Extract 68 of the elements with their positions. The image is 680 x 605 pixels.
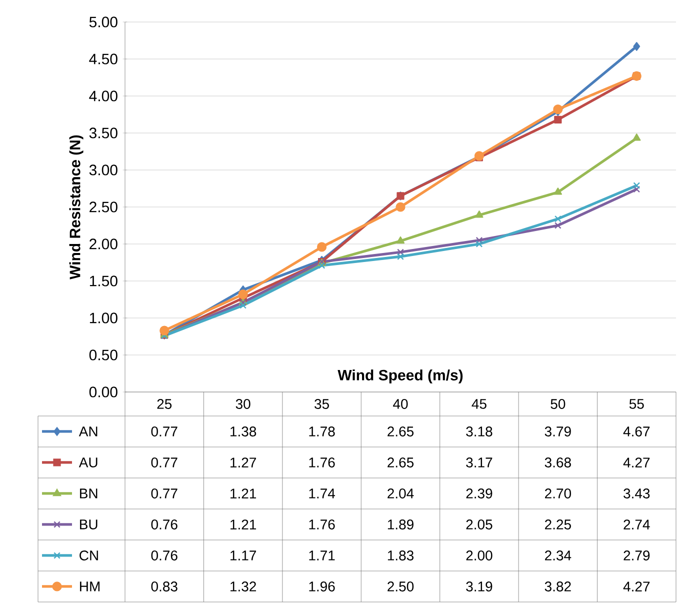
data-label: 0.83 <box>151 582 178 592</box>
y-axis-title: Wind Resistance (N) <box>69 135 84 280</box>
data-label: 0.77 <box>151 426 178 436</box>
data-label: 1.76 <box>309 520 335 530</box>
y-tick-label: 4.00 <box>89 90 118 102</box>
data-label: 2.65 <box>388 426 414 436</box>
x-axis-title: Wind Speed (m/s) <box>338 369 463 384</box>
data-label: 1.76 <box>309 458 335 468</box>
data-label: 2.70 <box>545 488 572 498</box>
data-label: 2.34 <box>545 550 572 560</box>
data-label: 3.82 <box>544 582 571 592</box>
data-label: 3.43 <box>624 488 650 498</box>
legend-label: CN <box>80 550 98 560</box>
x-tick-label: 45 <box>472 399 486 409</box>
data-label: 3.19 <box>466 582 492 592</box>
y-tick-label: 3.50 <box>89 128 118 138</box>
data-label: 1.17 <box>230 550 256 560</box>
data-label: 2.79 <box>624 550 650 560</box>
x-tick-label: 40 <box>393 399 408 409</box>
x-tick-label: 35 <box>314 399 329 409</box>
data-label: 1.83 <box>388 550 414 560</box>
data-label: 1.21 <box>230 520 256 530</box>
x-tick-label: 25 <box>157 399 172 409</box>
data-label: 4.27 <box>623 582 650 592</box>
data-label: 3.18 <box>466 426 492 436</box>
data-label: 1.32 <box>230 582 256 592</box>
legend-label: HM <box>80 582 100 592</box>
data-label: 1.38 <box>230 426 256 436</box>
y-tick-label: 5.00 <box>89 16 118 28</box>
data-label: 1.71 <box>309 550 335 560</box>
data-label: 2.50 <box>388 582 414 592</box>
data-label: 4.67 <box>623 426 650 436</box>
data-label: 2.65 <box>388 458 414 468</box>
x-tick-label: 30 <box>236 399 250 409</box>
data-label: 0.76 <box>151 520 178 530</box>
data-label: 2.25 <box>545 520 571 530</box>
legend-label: AU <box>78 458 98 468</box>
legend-label: AN <box>78 426 98 436</box>
data-label: 1.89 <box>388 520 414 530</box>
data-label: 3.79 <box>544 426 571 436</box>
data-label: 2.04 <box>388 488 414 498</box>
data-label: 0.77 <box>151 488 178 498</box>
legend-label: BU <box>80 520 98 530</box>
data-label: 0.77 <box>151 458 178 468</box>
x-tick-label: 50 <box>550 399 566 409</box>
y-tick-label: 2.00 <box>90 238 118 250</box>
y-tick-label: 2.50 <box>90 202 118 212</box>
data-label: 4.27 <box>623 458 650 468</box>
legend-label: BN <box>80 488 98 498</box>
x-tick-label: 55 <box>629 399 644 409</box>
y-tick-label: 4.50 <box>89 54 118 64</box>
data-label: 1.27 <box>230 458 256 468</box>
data-label: 3.68 <box>544 458 571 468</box>
data-label: 0.76 <box>151 550 178 560</box>
data-label: 1.21 <box>230 488 256 498</box>
y-tick-label: 0.00 <box>89 386 118 398</box>
y-tick-label: 3.00 <box>89 164 118 176</box>
data-label: 2.39 <box>466 488 492 498</box>
data-label: 3.17 <box>466 458 492 468</box>
data-label: 2.00 <box>466 550 492 560</box>
y-tick-label: 1.50 <box>90 276 118 286</box>
data-label: 1.74 <box>309 488 335 498</box>
data-label: 2.05 <box>466 520 492 530</box>
data-label: 2.74 <box>624 520 650 530</box>
y-tick-label: 0.50 <box>89 350 118 360</box>
data-label: 1.96 <box>309 582 335 592</box>
data-label: 1.78 <box>309 426 335 436</box>
y-tick-label: 1.00 <box>90 312 118 324</box>
